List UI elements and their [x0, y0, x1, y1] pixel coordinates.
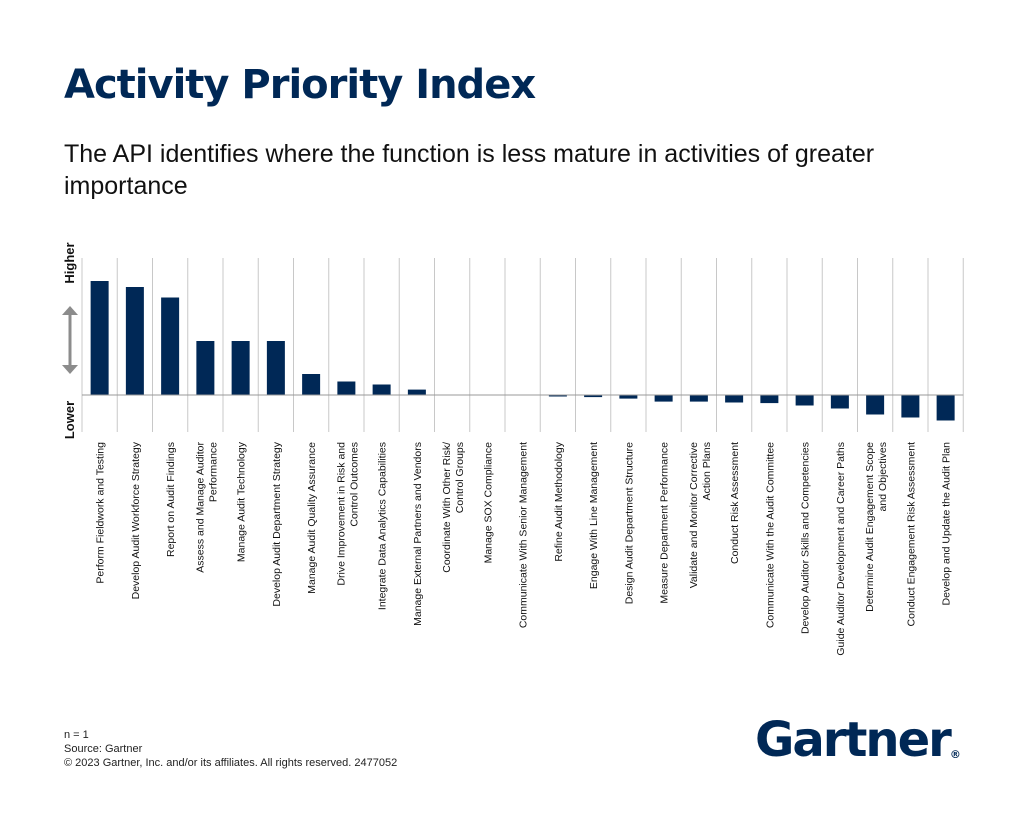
- bar: [866, 395, 885, 415]
- bar: [760, 395, 779, 404]
- activity-priority-chart: Higher Lower Perform Fieldwork and Testi…: [62, 242, 964, 656]
- page-title: Activity Priority Index: [64, 62, 536, 108]
- bar: [548, 395, 567, 397]
- bar: [830, 395, 849, 409]
- registered-mark: ®: [949, 748, 961, 761]
- x-tick-label: Conduct Engagement Risk Assessment: [905, 442, 917, 627]
- bar: [689, 395, 708, 402]
- bar: [901, 395, 920, 418]
- x-tick-label: Report on Audit Findings: [165, 442, 177, 557]
- x-tick-label: Develop Audit Workforce Strategy: [130, 441, 142, 599]
- bar: [90, 281, 109, 395]
- x-tick-label: Manage SOX Compliance: [482, 442, 494, 564]
- x-tick-label: Guide Auditor Development and Career Pat…: [835, 442, 847, 656]
- y-axis-indicator: Higher Lower: [62, 242, 78, 439]
- bar: [161, 297, 180, 395]
- x-tick-label: Engage With Line Management: [588, 442, 600, 589]
- sample-size-note: n = 1: [64, 729, 89, 741]
- bar: [936, 395, 955, 421]
- bar: [266, 341, 285, 395]
- bar: [407, 389, 426, 395]
- bar: [125, 287, 144, 395]
- bar: [231, 341, 250, 395]
- x-tick-label: Communicate With Senior Management: [518, 442, 530, 628]
- x-tick-label: Integrate Data Analytics Capabilities: [377, 442, 389, 610]
- y-axis-label-higher: Higher: [62, 242, 77, 283]
- x-tick-label: Design Audit Department Structure: [623, 442, 635, 604]
- x-axis-labels: Perform Fieldwork and Testing Develop Aud…: [95, 441, 953, 655]
- bar: [196, 341, 215, 395]
- x-tick-label: Coordinate With Other Risk/Control Group…: [441, 442, 466, 573]
- bar: [337, 381, 356, 395]
- bar: [654, 395, 673, 402]
- logo-text: Gartner: [755, 712, 952, 768]
- footer-notes: n = 1 Source: Gartner © 2023 Gartner, In…: [64, 728, 397, 770]
- x-tick-label: Drive Improvement in Risk andControl Out…: [335, 442, 360, 586]
- x-tick-label: Develop Audit Department Strategy: [271, 441, 283, 606]
- x-tick-label: Communicate With the Audit Committee: [764, 442, 776, 628]
- double-arrow-icon: [62, 306, 78, 374]
- x-tick-label: Develop and Update the Audit Plan: [941, 442, 953, 606]
- bar: [795, 395, 814, 406]
- source-note: Source: Gartner: [64, 743, 143, 755]
- x-tick-label: Refine Audit Methodology: [553, 441, 565, 561]
- x-tick-label: Manage Audit Technology: [236, 441, 248, 562]
- y-axis-label-lower: Lower: [62, 401, 77, 439]
- x-tick-label: Develop Auditor Skills and Competencies: [800, 442, 812, 634]
- bar: [372, 384, 391, 395]
- bar: [302, 374, 321, 395]
- bar: [584, 395, 603, 398]
- copyright-note: © 2023 Gartner, Inc. and/or its affiliat…: [64, 757, 398, 769]
- bars: [90, 281, 955, 421]
- bar: [725, 395, 744, 403]
- x-tick-label: Conduct Risk Assessment: [729, 442, 741, 564]
- x-tick-label: Measure Department Performance: [659, 442, 671, 604]
- bar: [619, 395, 638, 399]
- x-tick-label: Perform Fieldwork and Testing: [95, 442, 107, 584]
- page-subtitle: The API identifies where the function is…: [64, 140, 875, 200]
- x-tick-label: Assess and Manage AuditorPerformance: [194, 441, 219, 572]
- x-tick-label: Manage Audit Quality Assurance: [306, 442, 318, 594]
- x-tick-label: Validate and Monitor CorrectiveAction Pl…: [688, 442, 713, 588]
- gridlines: [81, 258, 964, 432]
- x-tick-label: Manage External Partners and Vendors: [412, 442, 424, 626]
- x-tick-label: Determine Audit Engagement Scopeand Obje…: [864, 442, 889, 612]
- gartner-logo: Gartner®: [755, 712, 961, 768]
